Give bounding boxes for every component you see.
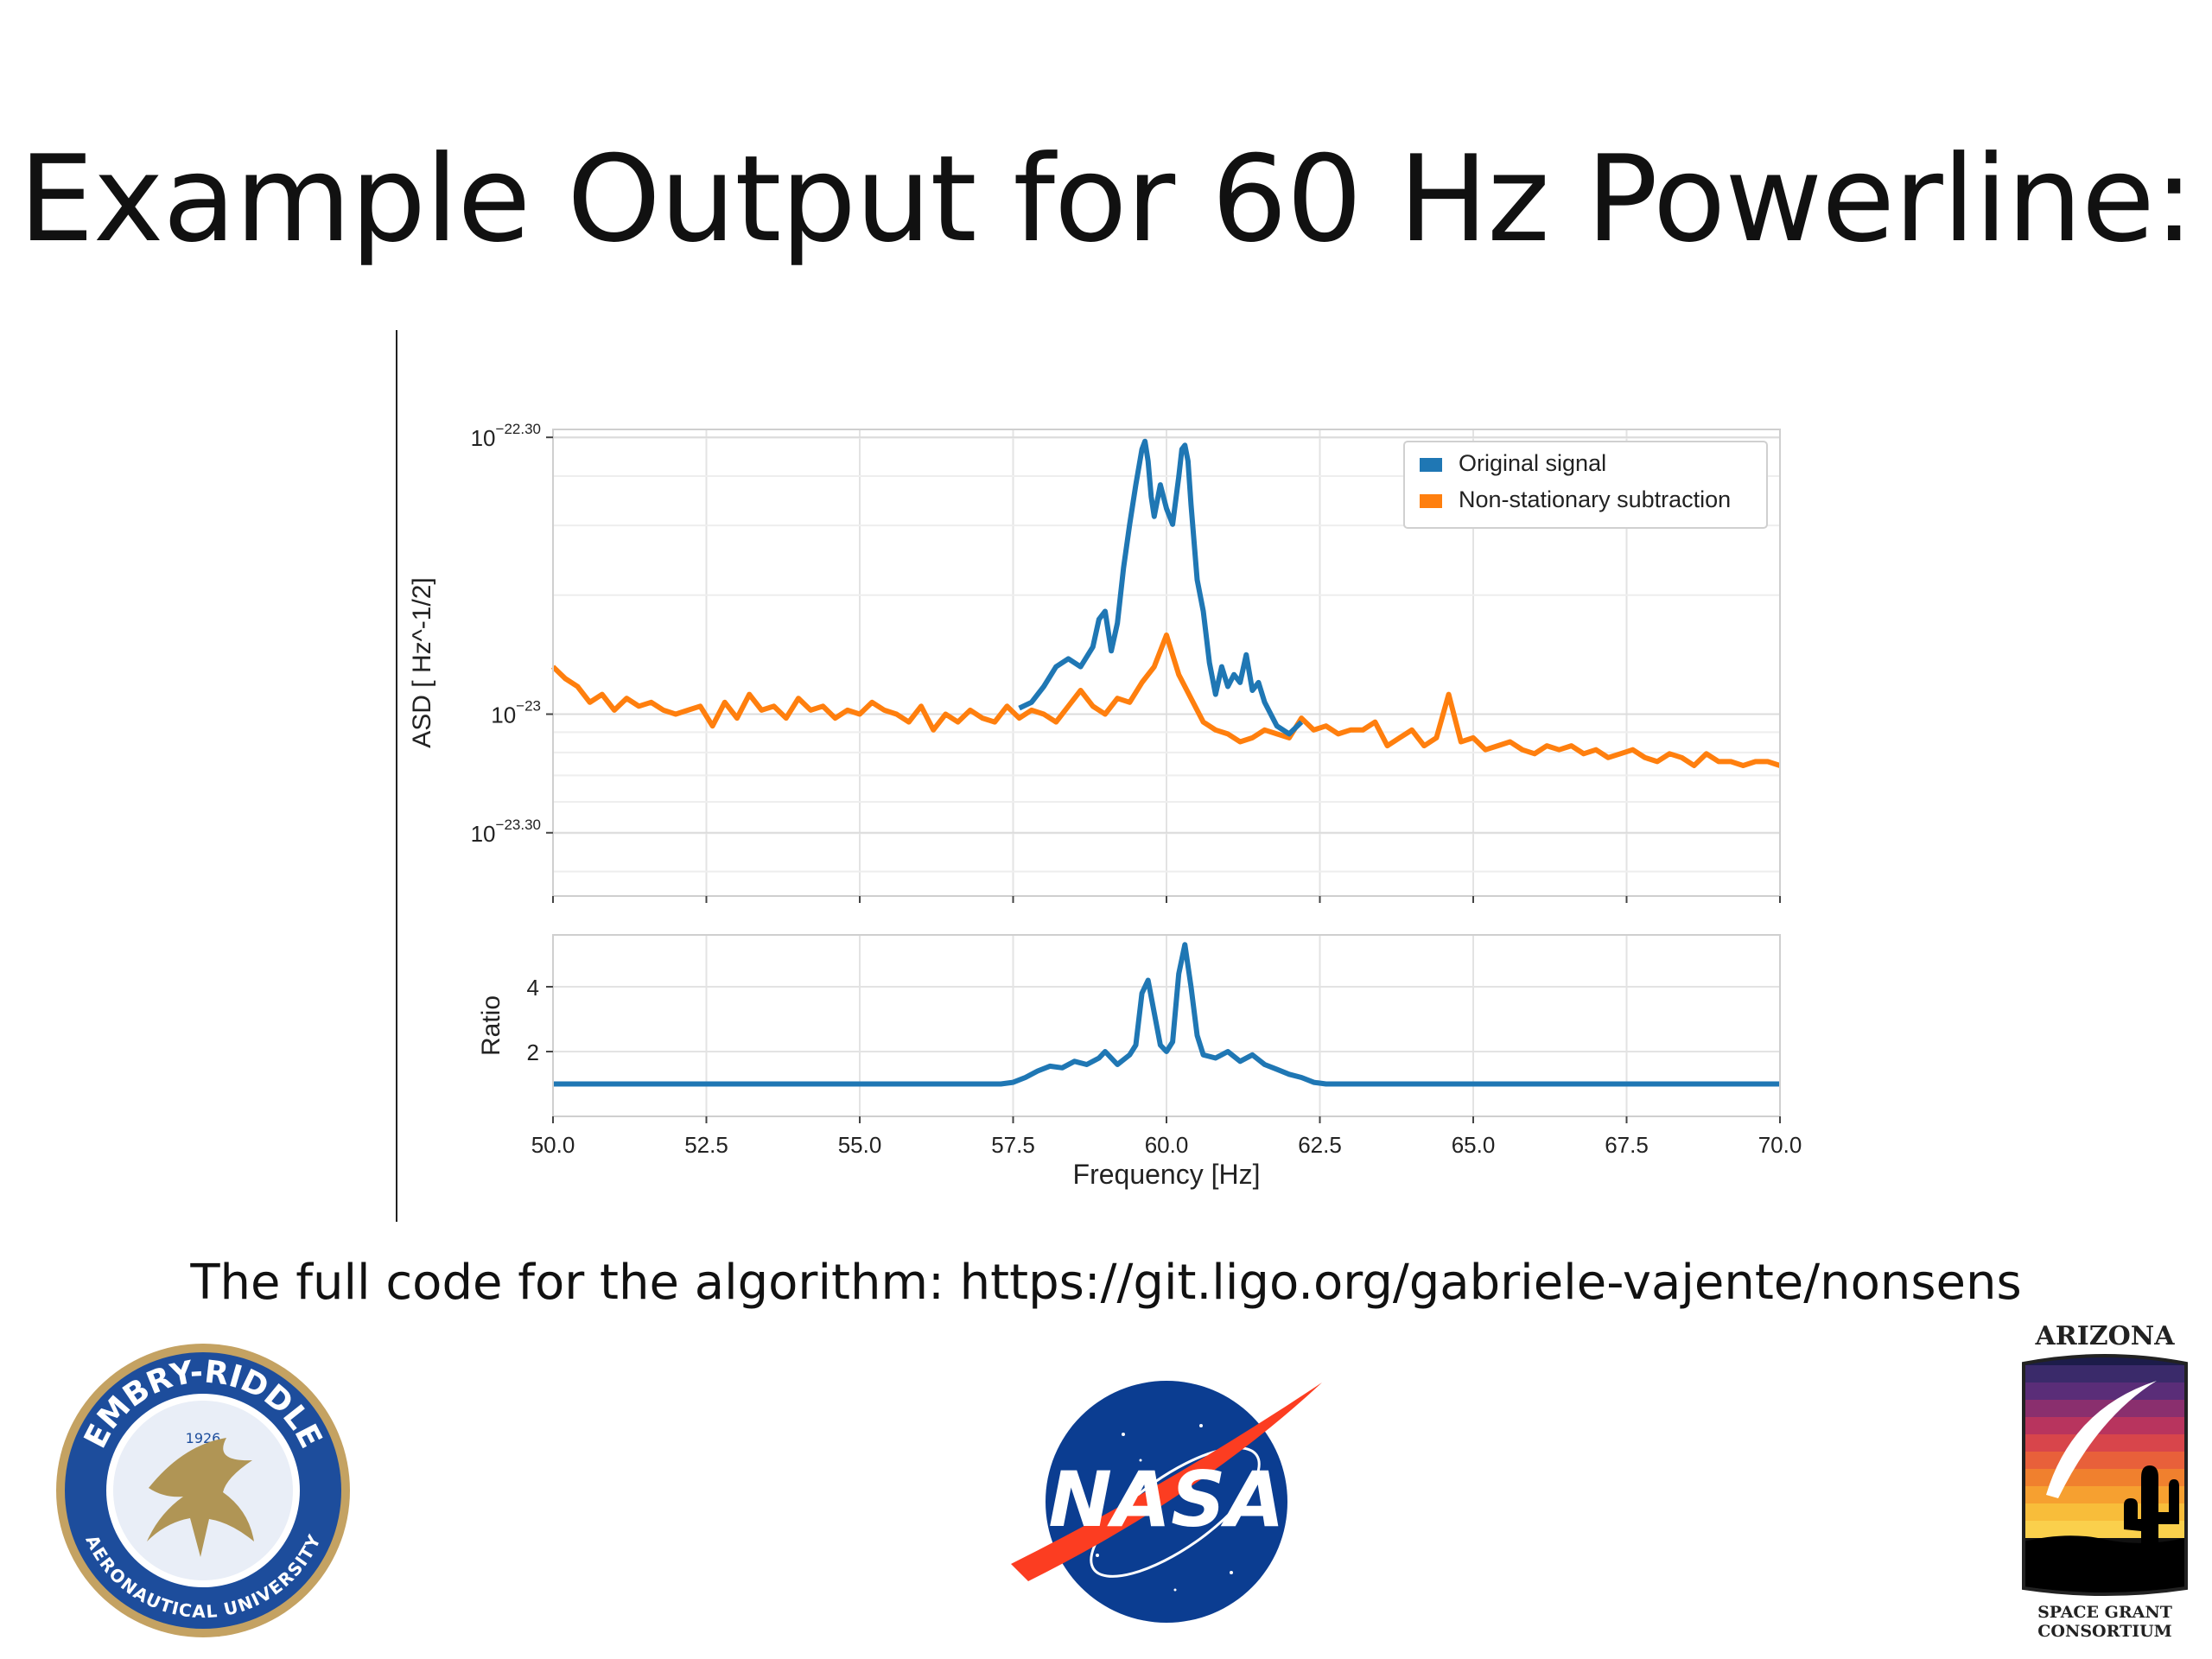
vertical-divider [396, 330, 397, 1222]
x-tick-label-4: 60.0 [1145, 1132, 1189, 1158]
x-tick-label-3: 57.5 [991, 1132, 1035, 1158]
ratio-x-ticks: 50.0 52.5 55.0 57.5 60.0 62.5 65.0 67.5 70.0 [531, 1116, 1802, 1158]
x-tick-label-1: 52.5 [684, 1132, 728, 1158]
ratio-y-ticks: 24 [527, 975, 553, 1065]
x-tick-label-7: 67.5 [1605, 1132, 1649, 1158]
x-tick-label-2: 55.0 [838, 1132, 882, 1158]
legend-swatch-subtraction [1420, 494, 1442, 508]
x-tick-label-8: 70.0 [1758, 1132, 1802, 1158]
svg-text:ARIZONA: ARIZONA [2035, 1321, 2176, 1351]
asd-grid [552, 429, 1781, 896]
ratio-series-lines [553, 942, 1780, 1087]
asd-y-tick-label-1: 10−23 [491, 697, 541, 728]
arizona-space-grant-logo: ARIZONA SPACE GRANT CONSORTIUM [2022, 1321, 2188, 1641]
slide-title: Example Output for 60 Hz Powerline: [18, 130, 2195, 269]
asd-y-axis-label: ASD [ Hz^-1/2] [408, 577, 436, 747]
legend: Original signal Non-stationary subtracti… [1403, 441, 1768, 529]
embry-riddle-logo: EMBRY-RIDDLE AERONAUTICAL UNIVERSITY 192… [56, 1344, 350, 1637]
original-signal-line [1018, 438, 1304, 737]
nasa-logo: NASA [1011, 1381, 1322, 1623]
asd-y-tick-label-0: 10−22.30 [471, 421, 541, 451]
svg-text:NASA: NASA [1048, 1455, 1284, 1544]
asd-chart-figure: 10−22.30 10−23 10−23.30 ASD [ Hz^-1/2] Ori… [408, 421, 1802, 1190]
subtraction-line [550, 632, 1781, 768]
svg-text:CONSORTIUM: CONSORTIUM [2037, 1622, 2171, 1641]
legend-label-original: Original signal [1459, 450, 1606, 476]
ratio-y-tick-label-0: 2 [527, 1039, 539, 1065]
x-tick-label-0: 50.0 [531, 1132, 575, 1158]
x-tick-label-6: 65.0 [1452, 1132, 1496, 1158]
ratio-line [553, 942, 1780, 1087]
asd-series-lines [550, 438, 1781, 768]
legend-box [1403, 441, 1768, 529]
asd-y-tick-label-2: 10−23.30 [471, 817, 541, 847]
legend-label-subtraction: Non-stationary subtraction [1459, 486, 1731, 512]
x-tick-label-5: 62.5 [1298, 1132, 1342, 1158]
ratio-y-tick-label-1: 4 [527, 975, 539, 1001]
ratio-grid [552, 935, 1781, 1116]
x-axis-label: Frequency [Hz] [1073, 1159, 1261, 1190]
legend-swatch-original [1420, 458, 1442, 472]
ratio-y-axis-label: Ratio [477, 995, 505, 1056]
code-link-caption: The full code for the algorithm: https:/… [190, 1255, 2022, 1311]
svg-text:SPACE GRANT: SPACE GRANT [2037, 1603, 2172, 1622]
